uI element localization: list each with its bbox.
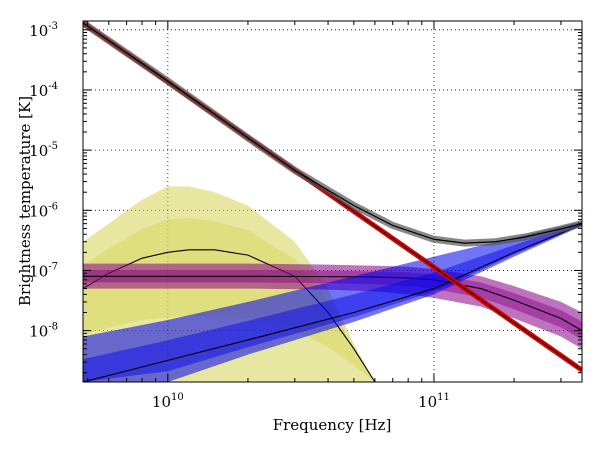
y-tick-base: 10 — [29, 202, 48, 220]
y-tick-exponent: -5 — [48, 141, 58, 152]
y-tick-exponent: -7 — [48, 261, 58, 272]
y-axis-label: Brightness temperature [K] — [16, 96, 34, 306]
y-tick-label: 10-6 — [29, 201, 58, 220]
x-axis-label: Frequency [Hz] — [273, 416, 392, 434]
series-band-core-0 — [83, 218, 375, 382]
y-tick-label: 10-5 — [29, 141, 58, 160]
y-tick-base: 10 — [29, 262, 48, 280]
y-tick-label: 10-7 — [29, 261, 58, 280]
y-tick-exponent: -6 — [48, 201, 58, 212]
series-median-line-2 — [83, 224, 582, 382]
x-tick-label: 1010 — [152, 392, 184, 411]
series-band-core-2 — [83, 223, 582, 382]
y-tick-base: 10 — [29, 22, 48, 40]
tick-marks — [83, 21, 582, 382]
y-tick-label: 10-4 — [29, 81, 58, 100]
y-tick-label: 10-8 — [29, 322, 58, 341]
x-tick-exponent: 10 — [171, 392, 184, 403]
y-tick-label: 10-3 — [29, 21, 58, 40]
x-tick-base: 10 — [418, 393, 437, 411]
y-tick-base: 10 — [29, 82, 48, 100]
y-tick-exponent: -3 — [48, 21, 58, 32]
x-tick-exponent: 11 — [437, 392, 450, 403]
plot-frame — [82, 20, 583, 383]
y-tick-base: 10 — [29, 323, 48, 341]
y-tick-exponent: -8 — [48, 322, 58, 333]
series-band-core-1 — [83, 269, 582, 340]
y-tick-base: 10 — [29, 142, 48, 160]
series-layer — [83, 21, 582, 382]
x-tick-base: 10 — [152, 393, 171, 411]
series-band-2 — [83, 221, 582, 382]
x-tick-label: 1011 — [418, 392, 450, 411]
series-total-line — [83, 22, 582, 244]
y-tick-exponent: -4 — [48, 81, 58, 92]
